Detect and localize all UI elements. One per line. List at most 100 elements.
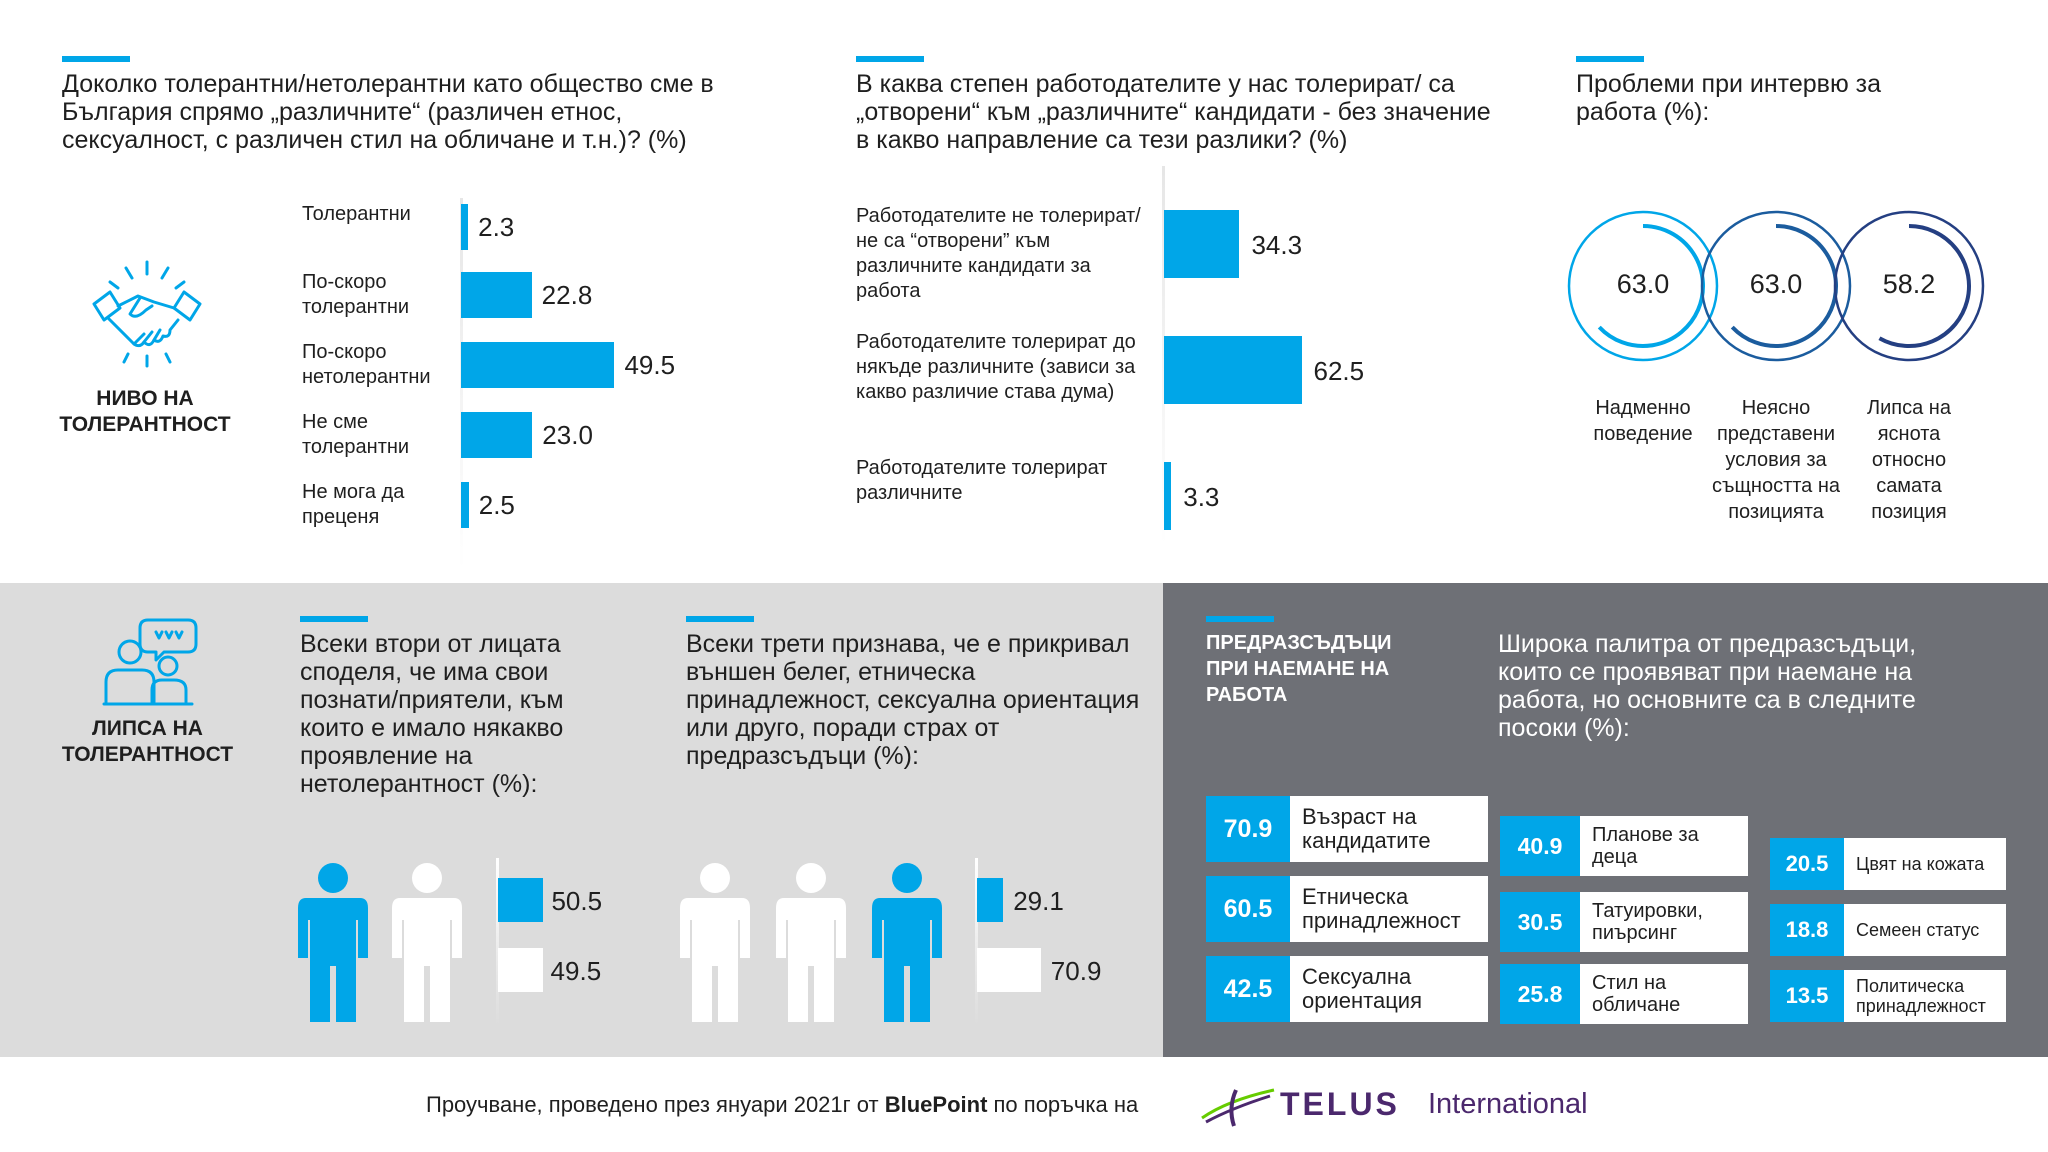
chart2-category-label: Работодателите толерират до някъде разли… [856, 331, 1136, 403]
chart2-value-label: 3.3 [1183, 482, 1220, 512]
chart2-value-label: 34.3 [1251, 230, 1303, 260]
person-icon [776, 863, 846, 1022]
prejudice-item: 13.5 Политическа принадлежност [1770, 970, 2006, 1022]
chart4-axis [496, 858, 499, 1026]
ring-category-label: Надменно поведение [1593, 397, 1693, 445]
ring-value-label: 58.2 [1882, 269, 1936, 299]
no-tolerance-label: ЛИПСА НА ТОЛЕРАНТНОСТ [40, 716, 255, 768]
prejudice-item: 20.5 Цвят на кожата [1770, 838, 2006, 890]
prejudice-item: 18.8 Семеен статус [1770, 904, 2006, 956]
prejudice-value: 20.5 [1770, 838, 1844, 890]
prejudice-value: 25.8 [1500, 964, 1580, 1024]
outer-ring [1700, 210, 1852, 362]
ring-category-label: Неясно представени условия за същността … [1711, 397, 1841, 523]
section-label-line1: НИВО НА [96, 387, 194, 410]
prejudice-item: 25.8 Стил на обличане [1500, 964, 1748, 1024]
prejudice-value: 70.9 [1206, 796, 1290, 862]
prejudice-value: 18.8 [1770, 904, 1844, 956]
chart1-value-label: 23.0 [542, 420, 593, 450]
footer-note: Проучване, проведено през януари 2021г о… [426, 1092, 1138, 1118]
person-icon [298, 863, 368, 1022]
prejudice-text: Широка палитра от предразсъдъци, които с… [1498, 630, 1917, 742]
chart1-category-label: Не сме толерантни [302, 411, 410, 458]
prejudice-item: 60.5 Етническа принадлежност [1206, 876, 1488, 942]
telus-logo-word: TELUS [1280, 1086, 1400, 1122]
footer-text-before: Проучване, проведено през януари 2021г о… [426, 1092, 885, 1117]
handshake-icon [88, 258, 206, 370]
telus-logo-icon [1198, 1082, 1278, 1130]
chart4-value-label: 50.5 [551, 886, 603, 916]
person-icon [680, 863, 750, 1022]
chart4-bar [498, 948, 543, 992]
accent-line [62, 56, 130, 62]
chart1-category-label: По-скоро толерантни [302, 271, 410, 318]
chart2-bar [1164, 462, 1172, 530]
accent-line [1576, 56, 1644, 62]
chart1-category-label: Толерантни [302, 203, 411, 225]
chart1-category-label: Не мога да преценя [302, 481, 405, 528]
footer-text-after: по поръчка на [987, 1092, 1139, 1117]
progress-arc [1730, 224, 1838, 348]
accent-line [1206, 616, 1274, 622]
accent-line [686, 616, 754, 622]
chart1-category-label: По-скоро нетолерантни [302, 341, 431, 388]
section-label-line1: ЛИПСА НА [92, 717, 203, 740]
chart1-bar [461, 412, 533, 458]
progress-arc [1878, 224, 1971, 348]
chart2-category-label: Работодателите толерират различните [856, 457, 1108, 504]
chart5-value-label: 29.1 [1013, 886, 1064, 916]
prejudice-value: 42.5 [1206, 956, 1290, 1022]
chart2-axis [1162, 166, 1165, 546]
ring-value-label: 63.0 [1616, 269, 1670, 299]
prejudice-label: Етническа принадлежност [1290, 876, 1488, 942]
panel1-title: Доколко толерантни/нетолерантни като общ… [62, 70, 714, 154]
prejudice-label: Цвят на кожата [1844, 838, 2006, 890]
telus-logo-suffix: International [1428, 1088, 1588, 1120]
tolerance-level-label: НИВО НА ТОЛЕРАНТНОСТ [40, 386, 250, 438]
chart1-bar [461, 482, 469, 528]
chart1-bar [461, 342, 615, 388]
prejudice-value: 40.9 [1500, 816, 1580, 876]
prejudice-heading: ПРЕДРАЗСЪДЪЦИ ПРИ НАЕМАНЕ НА РАБОТА [1206, 632, 1392, 706]
prejudice-value: 13.5 [1770, 970, 1844, 1022]
chart1-value-label: 22.8 [541, 280, 593, 310]
chart1-bar [461, 272, 532, 318]
section-label-line2: ТОЛЕРАНТНОСТ [59, 413, 231, 436]
prejudice-label: Татуировки, пиърсинг [1580, 892, 1748, 952]
prejudice-label: Политическа принадлежност [1844, 970, 2006, 1022]
prejudice-label: Планове за деца [1580, 816, 1748, 876]
prejudice-value: 30.5 [1500, 892, 1580, 952]
progress-arc [1597, 224, 1705, 348]
prejudice-item: 30.5 Татуировки, пиърсинг [1500, 892, 1748, 952]
person-icon [872, 863, 942, 1022]
no-tolerance-panel [0, 583, 1163, 1057]
chart1-value-label: 49.5 [624, 350, 676, 380]
panel4-text-a: Всеки втори от лицата споделя, че има св… [300, 630, 564, 798]
prejudice-item: 40.9 Планове за деца [1500, 816, 1748, 876]
footer-brand: BluePoint [884, 1092, 988, 1117]
chart1-bar [461, 204, 469, 250]
panel3-title: Проблеми при интервю за работа (%): [1576, 70, 1882, 126]
panel4-text-b: Всеки трети признава, че е прикривал вън… [686, 630, 1140, 770]
ring-category-label: Липса на яснота относно самата позиция [1867, 397, 1951, 523]
chart5-value-label: 70.9 [1050, 956, 1102, 986]
accent-line [856, 56, 924, 62]
chart5-axis [975, 858, 978, 1026]
prejudice-item: 42.5 Сексуална ориентация [1206, 956, 1488, 1022]
chart2-bar [1164, 210, 1240, 278]
chart2-bar [1164, 336, 1302, 404]
chart1-value-label: 2.5 [478, 490, 515, 520]
section-label-line2: ТОЛЕРАНТНОСТ [61, 743, 234, 766]
outer-ring [1833, 210, 1985, 362]
chart5-bar [977, 878, 1004, 922]
rings-svg [1567, 210, 1985, 362]
prejudice-label: Семеен статус [1844, 904, 2006, 956]
chart5-bar [977, 948, 1041, 992]
prejudice-item: 70.9 Възраст на кандидатите [1206, 796, 1488, 862]
ring-value-label: 63.0 [1749, 269, 1803, 299]
prejudice-label: Стил на обличане [1580, 964, 1748, 1024]
chart4-value-label: 49.5 [550, 956, 602, 986]
people-talking-icon [100, 616, 200, 708]
accent-line [300, 616, 368, 622]
chart1-value-label: 2.3 [478, 212, 515, 242]
